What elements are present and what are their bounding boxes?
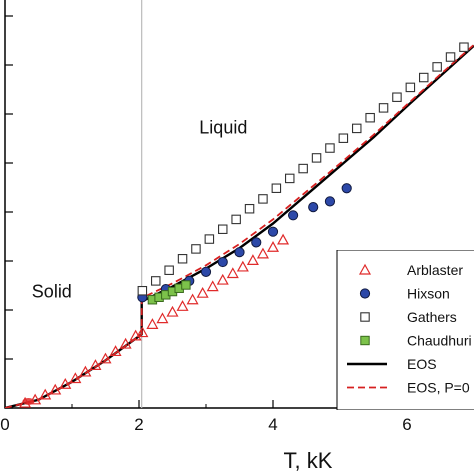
point-arblaster-12 (136, 326, 149, 338)
point-arblaster-21 (226, 267, 239, 279)
point-arblaster-15 (166, 305, 179, 317)
x-tick-label-6: 6 (402, 415, 411, 434)
legend-marker-gathers (360, 312, 370, 322)
point-gathers-18 (378, 103, 389, 113)
legend-label-eos-p-0: EOS, P=0 (407, 380, 470, 396)
point-gathers-22 (432, 62, 442, 72)
point-gathers-9 (258, 194, 268, 204)
legend-marker-arblaster (358, 263, 372, 275)
point-arblaster-10 (119, 337, 132, 349)
legend-box (336, 250, 474, 410)
legend-label-gathers: Gathers (407, 309, 457, 325)
plot-frame (4, 0, 474, 409)
point-gathers-17 (365, 112, 375, 123)
point-arblaster-6 (79, 365, 92, 377)
point-gathers-5 (204, 234, 215, 244)
point-arblaster-14 (156, 312, 169, 324)
point-gathers-24 (459, 42, 469, 52)
x-tick-label-0: 0 (0, 415, 9, 434)
point-gathers-11 (284, 173, 295, 184)
point-arblaster-5 (69, 372, 82, 384)
annotation-liquid: Liquid (199, 117, 247, 137)
point-hixson-6 (251, 237, 262, 248)
point-arblaster-3 (49, 383, 62, 395)
annotations: Liquid Solid (32, 117, 248, 301)
legend-label-hixson: Hixson (407, 286, 450, 302)
point-gathers-2 (164, 265, 174, 275)
point-hixson-9 (308, 202, 319, 213)
point-arblaster-19 (206, 280, 219, 292)
point-gathers-21 (418, 72, 429, 83)
point-gathers-7 (231, 214, 241, 225)
point-gathers-3 (177, 254, 188, 264)
point-gathers-19 (392, 92, 402, 102)
point-chaudhuri-5 (181, 280, 191, 290)
point-gathers-0 (137, 285, 148, 296)
x-tick-label-2: 2 (134, 415, 143, 434)
x-tick-label-4: 4 (268, 415, 277, 434)
point-arblaster-18 (196, 286, 209, 298)
point-gathers-8 (244, 203, 255, 214)
point-arblaster-9 (109, 345, 122, 357)
chart-marks (5, 42, 474, 408)
point-arblaster-17 (186, 293, 199, 305)
legend-label-chaudhuri: Chaudhuri (407, 333, 472, 349)
point-gathers-12 (298, 163, 308, 174)
point-gathers-4 (191, 244, 201, 254)
point-arblaster-22 (236, 260, 249, 272)
point-arblaster-13 (146, 318, 159, 329)
point-arblaster-4 (59, 377, 72, 389)
point-gathers-6 (218, 224, 228, 234)
point-gathers-23 (445, 52, 456, 62)
point-gathers-14 (325, 143, 335, 153)
point-hixson-3 (200, 266, 212, 277)
axes: 0 2 4 6 (0, 15, 474, 434)
legend-label-arblaster: Arblaster (407, 262, 463, 278)
point-gathers-10 (271, 183, 282, 193)
point-gathers-16 (351, 123, 362, 134)
point-arblaster-16 (176, 300, 189, 311)
point-hixson-5 (234, 247, 245, 258)
point-gathers-20 (405, 82, 416, 93)
point-arblaster-cluster (22, 397, 35, 405)
point-arblaster-25 (266, 241, 280, 252)
point-hixson-7 (267, 226, 279, 237)
point-arblaster-8 (99, 352, 112, 364)
legend-label-eos: EOS (407, 356, 437, 372)
legend-marker-hixson (359, 288, 371, 299)
point-hixson-4 (217, 256, 228, 268)
point-hixson-11 (341, 183, 352, 194)
point-gathers-13 (311, 153, 322, 163)
point-arblaster-23 (246, 254, 259, 265)
point-arblaster-2 (39, 388, 52, 400)
legend: Arblaster Hixson Gathers Chaudhuri EOS EOS, P… (336, 250, 474, 410)
point-gathers-1 (151, 276, 161, 286)
series-line-eos-p-0 (5, 44, 474, 408)
point-arblaster-20 (216, 273, 229, 285)
point-gathers-15 (338, 133, 349, 143)
legend-marker-chaudhuri (360, 335, 370, 346)
point-arblaster-7 (89, 359, 102, 370)
x-axis-label: T, kK (284, 448, 333, 473)
annotation-solid: Solid (32, 281, 72, 301)
point-hixson-8 (288, 210, 299, 221)
point-arblaster-26 (277, 233, 290, 245)
point-arblaster-24 (256, 247, 269, 259)
point-hixson-10 (324, 196, 336, 207)
